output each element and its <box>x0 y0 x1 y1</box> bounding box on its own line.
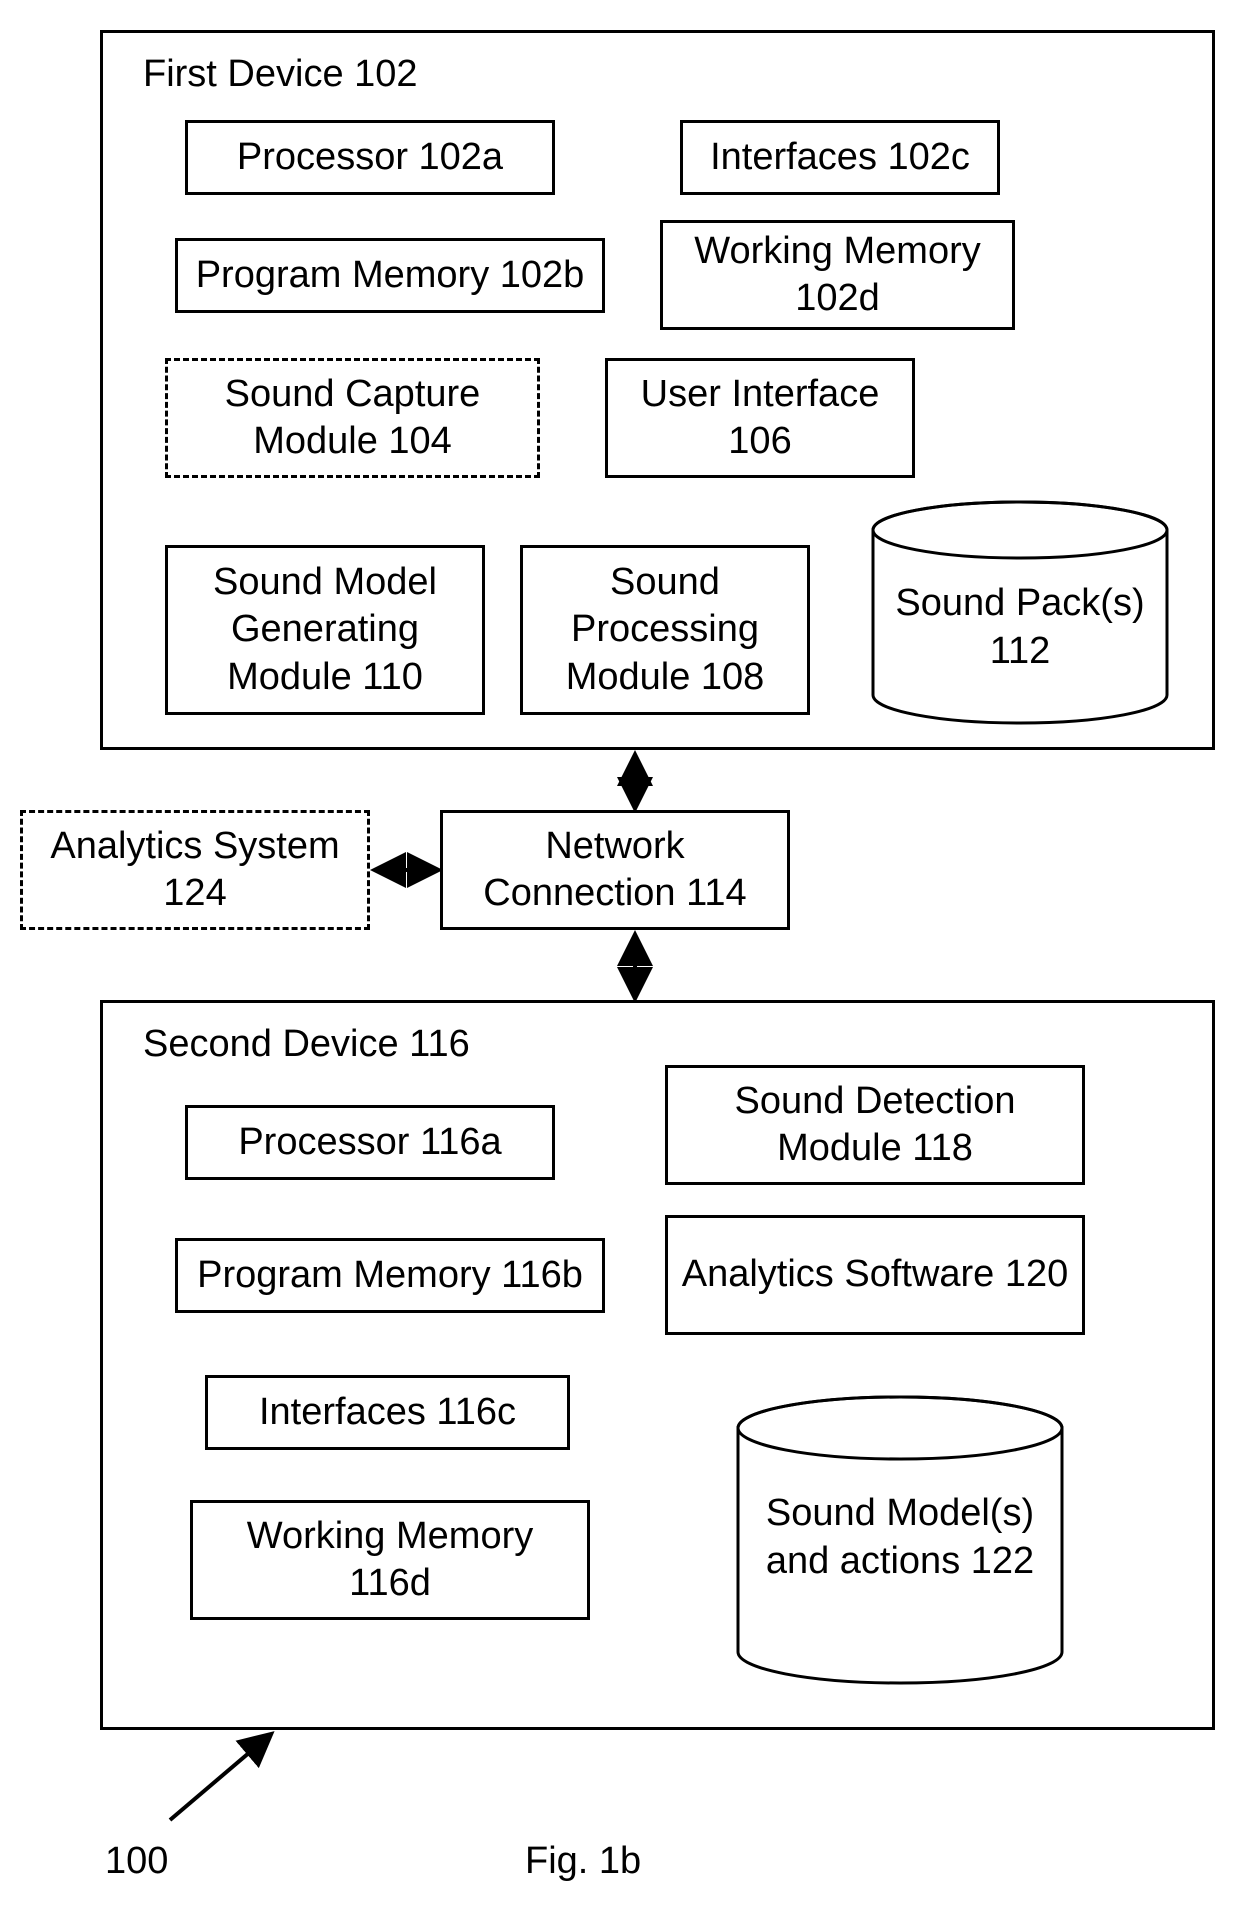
interfaces-116c-label: Interfaces 116c <box>259 1389 516 1437</box>
analytics-software-120-box: Analytics Software 120 <box>665 1215 1085 1335</box>
figure-label: Fig. 1b <box>525 1840 641 1883</box>
program-memory-102b-box: Program Memory 102b <box>175 238 605 313</box>
first-device-title: First Device 102 <box>143 53 418 96</box>
analytics-system-124-label: Analytics System 124 <box>33 823 357 918</box>
working-memory-116d-box: Working Memory 116d <box>190 1500 590 1620</box>
reference-number-100: 100 <box>105 1840 168 1883</box>
network-connection-114-box: Network Connection 114 <box>440 810 790 930</box>
sound-capture-module-104-box: Sound Capture Module 104 <box>165 358 540 478</box>
sound-pack-112-cylinder: Sound Pack(s) 112 <box>870 500 1170 725</box>
sound-model-generating-module-110-label: Sound Model Generating Module 110 <box>178 559 472 702</box>
processor-102a-label: Processor 102a <box>237 134 503 182</box>
network-connection-114-label: Network Connection 114 <box>453 823 777 918</box>
working-memory-102d-box: Working Memory 102d <box>660 220 1015 330</box>
sound-models-122-label: Sound Model(s) and actions 122 <box>735 1490 1065 1585</box>
user-interface-106-box: User Interface 106 <box>605 358 915 478</box>
sound-processing-module-108-box: Sound Processing Module 108 <box>520 545 810 715</box>
processor-116a-label: Processor 116a <box>238 1119 501 1167</box>
sound-models-122-cylinder: Sound Model(s) and actions 122 <box>735 1395 1065 1685</box>
program-memory-102b-label: Program Memory 102b <box>196 252 585 300</box>
sound-processing-module-108-label: Sound Processing Module 108 <box>533 559 797 702</box>
sound-model-generating-module-110-box: Sound Model Generating Module 110 <box>165 545 485 715</box>
processor-116a-box: Processor 116a <box>185 1105 555 1180</box>
program-memory-116b-label: Program Memory 116b <box>197 1252 583 1300</box>
interfaces-116c-box: Interfaces 116c <box>205 1375 570 1450</box>
working-memory-116d-label: Working Memory 116d <box>203 1513 577 1608</box>
processor-102a-box: Processor 102a <box>185 120 555 195</box>
analytics-software-120-label: Analytics Software 120 <box>682 1251 1069 1299</box>
sound-pack-112-label: Sound Pack(s) 112 <box>870 580 1170 675</box>
sound-capture-module-104-label: Sound Capture Module 104 <box>178 371 527 466</box>
sound-detection-module-118-box: Sound Detection Module 118 <box>665 1065 1085 1185</box>
analytics-system-124-box: Analytics System 124 <box>20 810 370 930</box>
sound-detection-module-118-label: Sound Detection Module 118 <box>678 1078 1072 1173</box>
interfaces-102c-box: Interfaces 102c <box>680 120 1000 195</box>
working-memory-102d-label: Working Memory 102d <box>673 228 1002 323</box>
program-memory-116b-box: Program Memory 116b <box>175 1238 605 1313</box>
arrow-reference-100 <box>170 1735 270 1820</box>
second-device-title: Second Device 116 <box>143 1023 470 1066</box>
user-interface-106-label: User Interface 106 <box>618 371 902 466</box>
interfaces-102c-label: Interfaces 102c <box>710 134 970 182</box>
